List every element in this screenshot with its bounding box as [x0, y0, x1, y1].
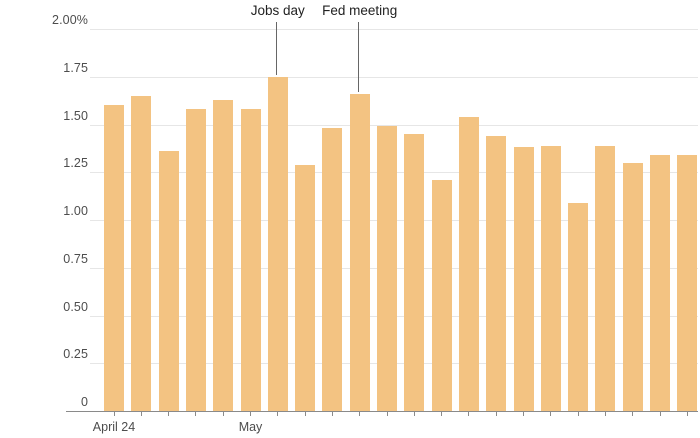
x-axis-tick — [113, 412, 115, 416]
y-axis-label: 0.50 — [63, 299, 88, 314]
annotation-line — [358, 22, 360, 92]
x-axis-tick — [222, 412, 224, 416]
y-axis-label: 1.25 — [63, 156, 88, 171]
x-axis-tick — [195, 412, 197, 416]
x-axis-tick — [441, 412, 443, 416]
bar — [431, 179, 452, 411]
bar — [677, 155, 698, 411]
y-axis-label: 2.00% — [52, 13, 88, 27]
annotation-label: Jobs day — [250, 3, 305, 18]
bar — [622, 162, 643, 411]
bar — [213, 99, 234, 411]
x-axis-tick — [331, 412, 333, 416]
x-axis-tick — [550, 412, 552, 416]
bar — [486, 135, 507, 411]
x-axis-tick — [386, 412, 388, 416]
bar — [650, 155, 670, 411]
bar — [595, 145, 616, 411]
bar — [458, 116, 479, 411]
bar — [131, 95, 152, 411]
x-axis-tick — [413, 412, 415, 416]
bar — [240, 109, 261, 411]
bar — [540, 145, 561, 411]
x-axis-tick — [604, 412, 606, 416]
bar — [158, 151, 179, 411]
x-axis-label: April 24 — [92, 420, 136, 434]
bar — [349, 93, 370, 411]
bar — [568, 202, 589, 411]
gridline — [90, 29, 698, 30]
x-axis-tick — [577, 412, 579, 416]
y-axis-label: 0.75 — [63, 251, 88, 266]
x-axis-tick — [686, 412, 688, 416]
x-axis-tick — [632, 412, 634, 416]
x-axis-tick — [250, 412, 251, 416]
y-axis-label: 0 — [80, 395, 88, 409]
x-axis-tick — [495, 412, 497, 416]
x-axis-label: May — [238, 420, 263, 434]
bar — [185, 109, 206, 411]
bar — [322, 128, 343, 411]
x-axis-tick — [659, 412, 661, 416]
x-axis-tick — [277, 412, 279, 416]
bar — [295, 164, 316, 411]
bar — [377, 126, 397, 411]
y-axis-label: 0.25 — [63, 347, 88, 362]
bar — [513, 147, 534, 411]
bar — [267, 76, 288, 411]
x-axis-tick — [468, 412, 470, 416]
annotation-line — [276, 22, 278, 75]
x-axis-line — [66, 411, 698, 412]
bar — [104, 105, 124, 411]
gridline — [90, 124, 698, 126]
x-axis-tick — [304, 412, 306, 416]
y-axis-label: 1.75 — [63, 60, 88, 75]
x-axis-tick — [168, 412, 170, 416]
x-axis-tick — [359, 412, 361, 416]
y-axis-label: 1.00 — [63, 204, 88, 218]
annotation-label: Fed meeting — [322, 3, 398, 18]
x-axis-tick — [140, 412, 142, 416]
x-axis-tick — [523, 412, 524, 416]
bar — [404, 134, 425, 411]
gridline — [90, 76, 698, 78]
y-axis-label: 1.50 — [63, 108, 88, 123]
